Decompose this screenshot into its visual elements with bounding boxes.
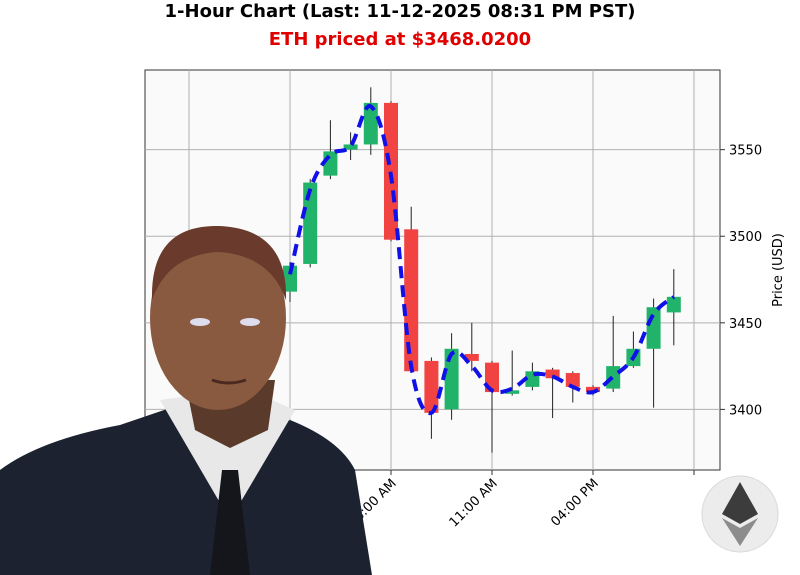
head — [150, 226, 286, 410]
chart-title: 1-Hour Chart (Last: 11-12-2025 08:31 PM … — [165, 1, 636, 22]
candle-body — [646, 307, 661, 349]
mouth — [211, 378, 247, 385]
candle-body — [424, 360, 439, 413]
candle-body — [363, 102, 378, 145]
candle-body — [283, 265, 297, 292]
logo-bottom — [722, 518, 758, 546]
chart-subtitle: ETH priced at $3468.0200 — [269, 29, 531, 50]
candle-body — [303, 182, 318, 264]
candle-body — [565, 373, 580, 387]
y-tick-label: 3500 — [729, 230, 762, 245]
trend-line — [288, 104, 676, 416]
candle-body — [606, 366, 621, 389]
person-illustration — [0, 225, 372, 575]
x-tick-label: 11:00 AM — [447, 476, 501, 530]
candle-body — [343, 144, 358, 150]
tie — [210, 470, 250, 575]
candle-body — [444, 348, 459, 410]
eye-right — [240, 318, 260, 326]
suit — [0, 408, 372, 575]
y-tick-label: 3450 — [729, 317, 762, 332]
y-axis-label: Price (USD) — [771, 233, 786, 307]
scalp — [151, 225, 287, 300]
candle-body — [384, 102, 398, 240]
candle-body — [404, 229, 419, 372]
candle-body — [464, 353, 479, 361]
candle-body — [666, 296, 681, 313]
candle-body — [545, 369, 560, 379]
candle-body — [505, 390, 520, 394]
eye-left — [190, 318, 210, 326]
marks — [283, 87, 681, 453]
x-tick-label: 04:00 PM — [548, 476, 601, 529]
eth-logo — [701, 475, 779, 553]
candle-body — [586, 386, 600, 393]
y-tick-label: 3400 — [729, 403, 762, 418]
logo-top — [722, 482, 758, 524]
y-tick-label: 3550 — [729, 144, 762, 159]
